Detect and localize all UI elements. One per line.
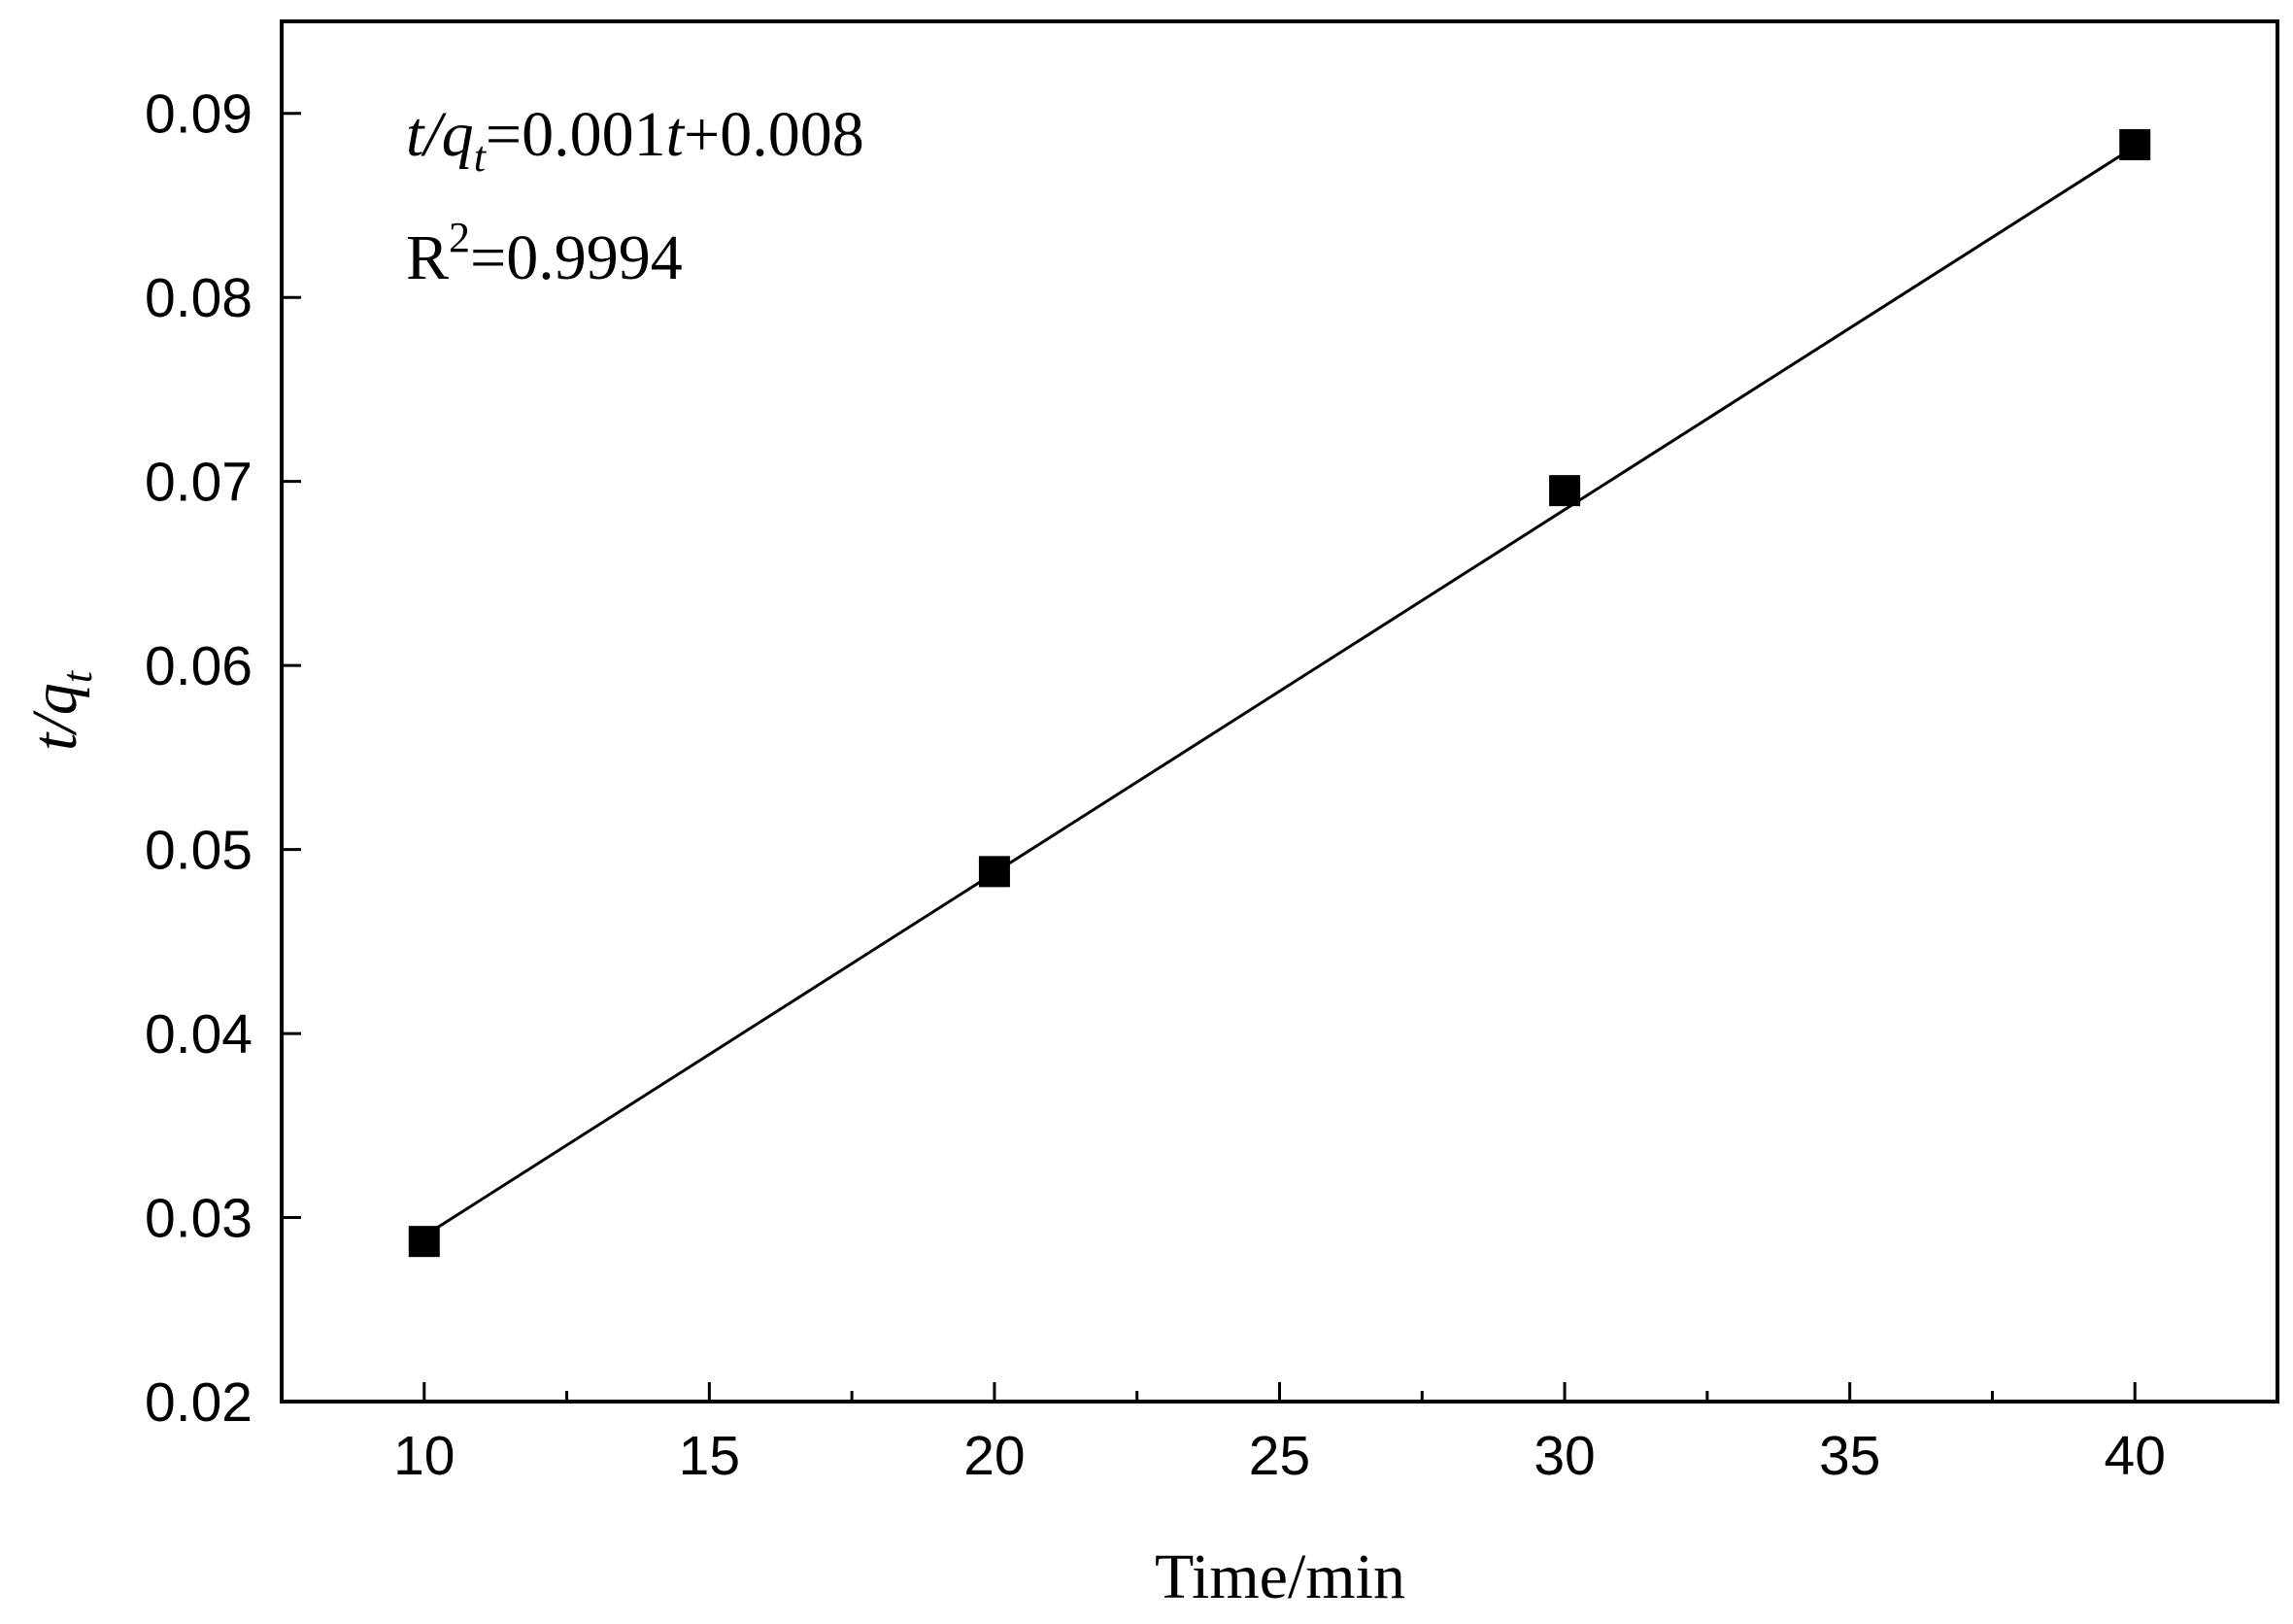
data-point [978,856,1010,888]
data-point [1549,475,1581,507]
y-tick-label: 0.05 [145,820,253,882]
r-squared-value: =0.9994 [470,222,683,293]
r-squared-superscript: 2 [449,214,470,261]
y-axis-title-subscript: t [53,669,101,683]
y-axis-title-main: t/q [19,683,90,751]
data-points [408,128,2151,1258]
x-tick-label: 20 [963,1425,1025,1487]
r-squared: R2=0.9994 [406,214,683,293]
y-tick-label: 0.04 [145,1003,253,1066]
x-tick-label: 15 [679,1425,740,1487]
x-tick-label: 40 [2105,1425,2166,1487]
x-axis-ticks [422,1382,2137,1402]
x-axis-title: Time/min [1155,1541,1405,1612]
y-tick-label: 0.06 [145,635,253,697]
x-tick-label: 35 [1819,1425,1880,1487]
x-tick-label: 30 [1534,1425,1595,1487]
y-axis-tick-labels: 0.02 0.03 0.04 0.05 0.06 0.07 0.08 0.09 [145,84,253,1434]
y-axis-ticks [282,112,301,1404]
y-tick-label: 0.07 [145,452,253,514]
data-point [2119,128,2151,160]
x-axis-tick-labels: 10 15 20 25 30 35 40 [393,1425,2166,1487]
data-point [408,1226,440,1258]
y-axis-title: t/qt [19,669,101,751]
equation-slope: =0.001 [486,99,666,170]
y-tick-label: 0.08 [145,267,253,329]
equation-lhs-subscript: t [474,133,488,181]
equation-lhs: t/q [406,99,474,170]
equation-variable: t [666,99,686,170]
fit-line-group [422,145,2137,1237]
fit-equation: t/qt=0.001t+0.008 [406,99,864,181]
equation-intercept: +0.008 [684,99,864,170]
y-tick-label: 0.03 [145,1188,253,1250]
r-squared-symbol: R [406,222,449,293]
y-tick-label: 0.09 [145,84,253,146]
x-tick-label: 25 [1249,1425,1310,1487]
fit-line [422,145,2137,1237]
y-tick-label: 0.02 [145,1371,253,1434]
x-tick-label: 10 [393,1425,455,1487]
